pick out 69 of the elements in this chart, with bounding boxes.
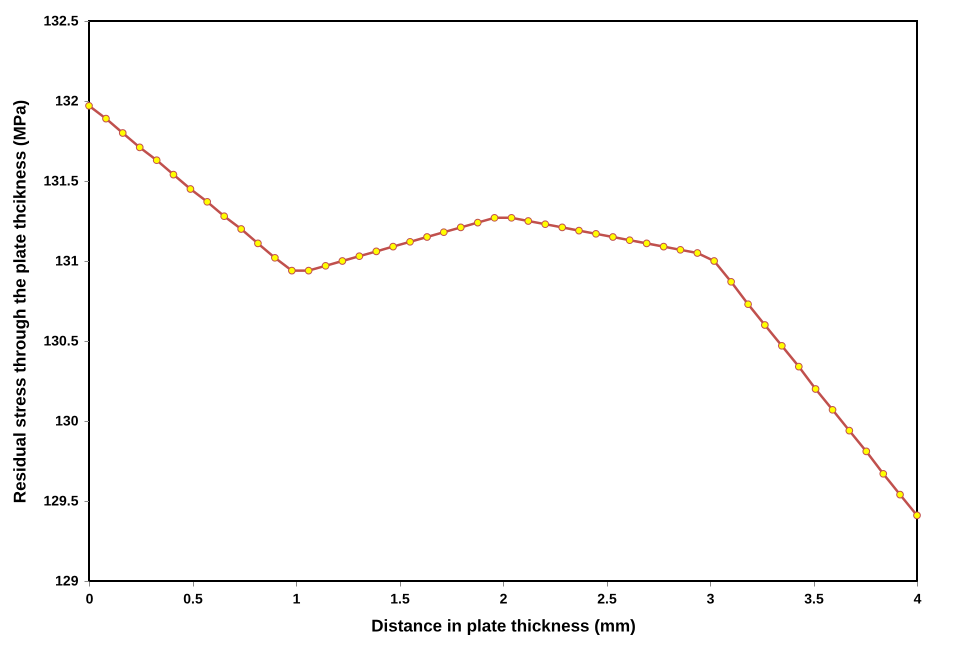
y-tick-label: 129.5 (43, 492, 79, 508)
x-tick-label: 1.5 (390, 590, 410, 606)
point (304, 266, 312, 274)
x-axis-title: Distance in plate thickness (mm) (371, 616, 636, 636)
point (761, 321, 769, 329)
point (136, 144, 144, 152)
point (322, 262, 330, 270)
point (812, 385, 820, 393)
point (254, 240, 262, 248)
point (170, 170, 178, 178)
point (592, 230, 600, 238)
point (524, 217, 532, 225)
point (744, 300, 752, 308)
x-tick-label: 3 (706, 590, 715, 606)
point (406, 238, 414, 246)
point (845, 426, 854, 434)
x-tick-label: 2.5 (597, 590, 617, 606)
y-tick-label: 131 (55, 252, 79, 268)
point (508, 214, 516, 222)
x-tick-label: 3.5 (804, 590, 824, 606)
point (220, 212, 228, 220)
y-tick-label: 131.5 (43, 172, 79, 188)
x-tick-label: 0.5 (183, 590, 203, 606)
point (558, 224, 566, 232)
point (372, 248, 380, 256)
point (710, 257, 718, 265)
point (794, 362, 803, 370)
y-tick-label: 130 (55, 412, 79, 428)
point (338, 257, 346, 265)
point (694, 249, 702, 257)
point (237, 225, 245, 233)
point (609, 233, 617, 241)
point (203, 198, 212, 206)
point (879, 470, 888, 478)
point (152, 156, 161, 164)
point (642, 240, 651, 248)
y-tick-label: 132.5 (43, 12, 79, 28)
point (575, 226, 583, 234)
point (423, 233, 431, 241)
point (271, 254, 279, 262)
point (828, 406, 836, 414)
point (862, 448, 870, 456)
x-tick-label: 2 (500, 590, 508, 606)
y-tick-label: 130.5 (43, 332, 79, 348)
point (118, 129, 127, 137)
point (541, 220, 550, 228)
point (186, 185, 194, 193)
point (676, 246, 684, 254)
point (85, 102, 93, 110)
point (727, 278, 735, 286)
x-tick-label: 0 (86, 590, 94, 606)
point (456, 224, 465, 232)
point (778, 342, 786, 350)
point (660, 242, 668, 250)
y-axis-title: Residual stress through the plate thcikness (MPa) (10, 100, 30, 504)
point (355, 252, 364, 260)
point (389, 242, 397, 250)
point (913, 512, 921, 520)
point (474, 218, 482, 226)
y-tick-label: 132 (55, 92, 79, 108)
x-tick-label: 4 (914, 590, 922, 606)
point (490, 214, 498, 222)
point (896, 490, 904, 498)
point (440, 228, 448, 236)
y-tick-label: 129 (55, 572, 79, 588)
point (102, 114, 110, 122)
point (626, 236, 634, 244)
x-tick-label: 1 (292, 590, 301, 606)
point (288, 266, 296, 274)
